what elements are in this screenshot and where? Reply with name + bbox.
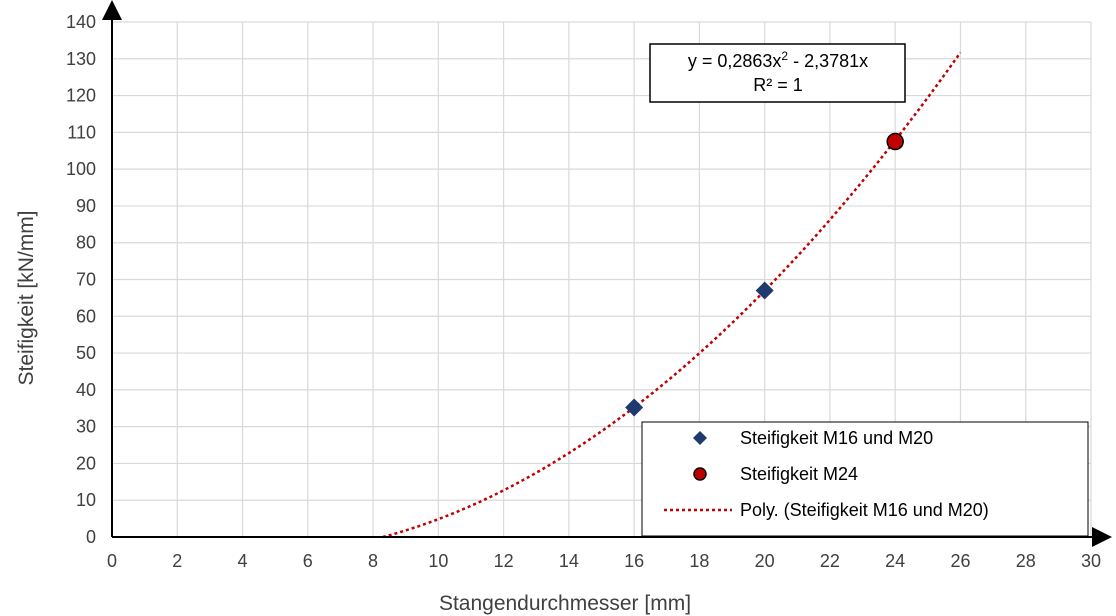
x-tick-label: 20: [755, 551, 775, 571]
x-tick-label: 24: [885, 551, 905, 571]
x-tick-label: 28: [1016, 551, 1036, 571]
legend: Steifigkeit M16 und M20 Steifigkeit M24 …: [641, 421, 1089, 537]
legend-label-m16-m20: Steifigkeit M16 und M20: [740, 428, 933, 448]
y-tick-label: 130: [66, 49, 96, 69]
y-axis-title: Steifigkeit [kN/mm]: [15, 210, 38, 385]
trendline-curve: [382, 51, 962, 539]
x-tick-label: 8: [368, 551, 378, 571]
legend-label-trend: Poly. (Steifigkeit M16 und M20): [740, 500, 989, 520]
data-point-diamond: [625, 398, 644, 417]
axes: [102, 0, 1112, 547]
r-squared: R² = 1: [753, 75, 803, 95]
y-tick-label: 60: [76, 306, 96, 326]
equation-exponent: 2: [781, 49, 788, 63]
y-tick-label: 110: [67, 122, 96, 142]
y-tick-label: 100: [66, 159, 96, 179]
legend-label-m24: Steifigkeit M24: [740, 464, 858, 484]
x-tick-label: 16: [624, 551, 644, 571]
y-tick-label: 120: [66, 86, 96, 106]
y-tick-label: 40: [76, 380, 96, 400]
x-tick-label: 12: [494, 551, 514, 571]
data-point-diamond: [755, 281, 774, 300]
y-tick-label: 50: [76, 343, 96, 363]
equation-box: y = 0,2863x2 - 2,3781x R² = 1: [649, 43, 906, 103]
x-tick-label: 10: [428, 551, 448, 571]
y-tick-label: 10: [76, 490, 96, 510]
y-tick-label: 20: [76, 453, 96, 473]
legend-marker-circle: [693, 467, 707, 481]
data-point-circle: [886, 132, 904, 151]
x-tick-label: 18: [689, 551, 709, 571]
y-tick-label: 30: [76, 417, 96, 437]
equation-tail: - 2,3781x: [788, 51, 868, 71]
trendline: [382, 51, 962, 539]
legend-marker-diamond: [693, 431, 707, 445]
x-axis-title: Stangendurchmesser [mm]: [439, 592, 691, 615]
equation-line: y = 0,2863x2 - 2,3781x: [688, 49, 868, 71]
x-tick-label: 22: [820, 551, 840, 571]
x-tick-label: 14: [559, 551, 579, 571]
x-tick-label: 2: [172, 551, 182, 571]
x-tick-label: 4: [238, 551, 248, 571]
data-points: [625, 132, 904, 417]
y-tick-label: 70: [76, 270, 96, 290]
x-tick-label: 0: [107, 551, 117, 571]
y-tick-label: 0: [86, 527, 96, 547]
tick-labels: 0 2 4 6 8 10 12 14 16 18 20 22 24 26 28 300102030405060…: [66, 12, 1101, 571]
y-tick-label: 140: [66, 12, 96, 32]
x-tick-label: 6: [303, 551, 313, 571]
x-tick-label: 30: [1081, 551, 1101, 571]
equation-main: y = 0,2863x: [688, 51, 782, 71]
x-tick-label: 26: [950, 551, 970, 571]
y-tick-label: 90: [76, 196, 96, 216]
y-tick-label: 80: [76, 233, 96, 253]
